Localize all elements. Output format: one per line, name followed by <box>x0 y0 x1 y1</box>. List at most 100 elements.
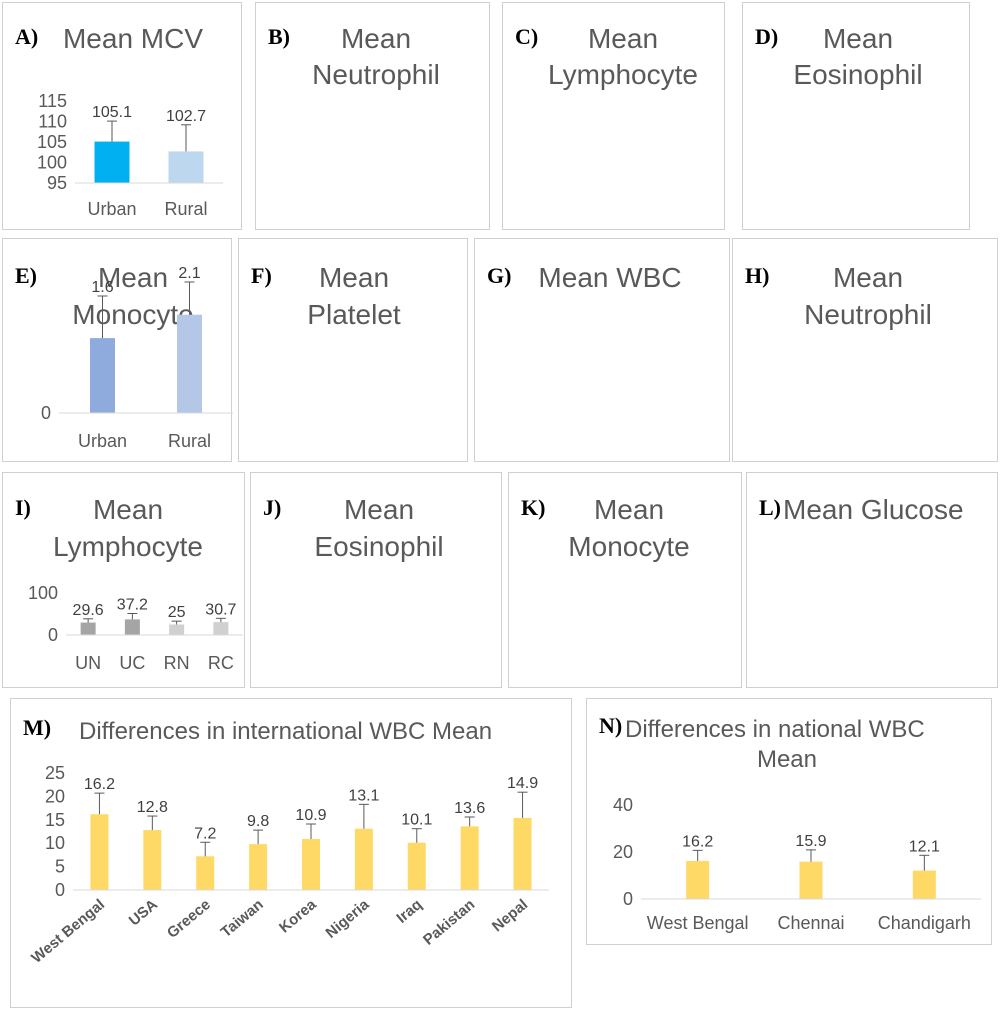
data-label: 10.1 <box>401 812 432 829</box>
panel-label: I) <box>15 495 31 520</box>
data-label: 37.2 <box>117 596 148 613</box>
panel-label: D) <box>755 24 778 49</box>
chart-title: Mean <box>98 262 168 293</box>
y-tick-label: 5 <box>55 857 65 877</box>
bar <box>177 314 202 413</box>
chart-title: Mean MCV <box>63 23 203 54</box>
panel-label: G) <box>487 263 511 288</box>
bar <box>213 622 229 635</box>
chart-title: Eosinophil <box>793 59 922 90</box>
chart-title: Neutrophil <box>312 59 440 90</box>
chart-panel-g: G)Mean WBC0204016.5UN15.6UC15.4RN17.1RC <box>474 238 730 462</box>
x-tick-label: Rural <box>164 199 207 219</box>
chart-svg: M) Differences in international WBC Mean 0… <box>23 715 549 967</box>
bar <box>90 338 115 413</box>
bar <box>90 814 109 890</box>
chart-svg: B)MeanNeutrophil010060Urban66.3Rural <box>268 23 440 90</box>
y-tick-label: 25 <box>45 763 65 783</box>
x-tick-label: RN <box>164 653 190 673</box>
x-tick-label: RC <box>208 653 234 673</box>
chart-title: Mean <box>594 494 664 525</box>
y-tick-label: 0 <box>48 625 58 645</box>
data-label: 1.6 <box>91 279 113 296</box>
chart-svg: H)MeanNeutrophil010063.3UN56.9UC66.8RN63… <box>745 262 932 330</box>
chart-panel-i: I) Mean Lymphocyte 0 100 29.6 UN 37.2 UC 25 RN 30.7… <box>2 472 245 688</box>
chart-title: Lymphocyte <box>548 59 698 90</box>
x-tick-label: UC <box>119 653 145 673</box>
bar <box>249 844 268 890</box>
panel-label: N) <box>599 713 622 738</box>
chart-title: Monocyte <box>568 531 689 562</box>
bar <box>686 860 710 899</box>
chart-title: Mean <box>344 494 414 525</box>
x-tick-label: Chandigarh <box>878 913 971 933</box>
chart-title: Eosinophil <box>314 531 443 562</box>
chart-title: Platelet <box>307 299 401 330</box>
x-tick-label: Iraq <box>393 896 425 927</box>
data-label: 105.1 <box>92 104 132 121</box>
data-label: 25 <box>168 604 186 621</box>
chart-panel-b: B)MeanNeutrophil010060Urban66.3Rural <box>255 2 490 230</box>
panel-label: H) <box>745 263 769 288</box>
x-tick-label: Taiwan <box>218 896 267 941</box>
chart-title: Mean <box>93 494 163 525</box>
panel-label: C) <box>515 24 538 49</box>
panel-label: L) <box>759 495 781 520</box>
bar <box>799 861 823 899</box>
bar <box>460 826 479 890</box>
panel-label: A) <box>15 24 38 49</box>
chart-title: Mean <box>757 746 817 773</box>
panel-label: F) <box>251 263 272 288</box>
chart-title: Monocyte <box>72 299 193 330</box>
bar <box>168 151 204 183</box>
chart-panel-m: M) Differences in international WBC Mean 0… <box>10 698 572 1008</box>
chart-title: Mean Glucose <box>783 494 964 525</box>
bar <box>302 838 320 890</box>
chart-svg: N) Differences in national WBC Mean 0 20 40 16… <box>599 713 981 933</box>
chart-title: Mean <box>833 262 903 293</box>
panel-label: M) <box>23 715 51 740</box>
chart-title: Mean <box>319 262 389 293</box>
y-tick-label: 0 <box>41 403 51 423</box>
bar <box>80 622 96 635</box>
chart-title: Lymphocyte <box>53 531 203 562</box>
data-label: 102.7 <box>166 108 206 125</box>
chart-title: Mean <box>823 23 893 54</box>
bar <box>124 619 140 635</box>
data-label: 14.9 <box>507 775 538 792</box>
data-label: 12.8 <box>137 799 168 816</box>
chart-title: Mean <box>588 23 658 54</box>
chart-svg: G)Mean WBC0204016.5UN15.6UC15.4RN17.1RC <box>487 262 682 293</box>
chart-title: Differences in national WBC <box>625 716 925 743</box>
chart-title: Mean WBC <box>538 262 681 293</box>
data-label: 13.1 <box>348 787 379 804</box>
bar <box>196 856 215 890</box>
chart-svg: C)MeanLymphocyte010033.6Urban26.8Rural <box>515 23 698 90</box>
x-tick-label: Urban <box>78 431 127 451</box>
chart-title: Mean <box>341 23 411 54</box>
x-tick-label: West Bengal <box>28 896 108 967</box>
chart-panel-l: L)Mean Glucose010020080.6UN72.7UC72.5RN6… <box>746 472 998 688</box>
x-tick-label: West Bengal <box>647 913 749 933</box>
bar <box>143 830 162 890</box>
x-tick-label: UN <box>75 653 101 673</box>
y-tick-label: 10 <box>45 833 65 853</box>
y-tick-label: 0 <box>55 880 65 900</box>
bar <box>354 828 373 890</box>
bar <box>94 141 130 183</box>
data-label: 16.2 <box>682 833 713 850</box>
y-tick-label: 105 <box>37 132 67 152</box>
chart-title: Neutrophil <box>804 299 932 330</box>
y-tick-label: 40 <box>613 795 633 815</box>
bar <box>169 624 185 635</box>
data-label: 2.1 <box>178 265 200 282</box>
bar <box>407 842 426 890</box>
chart-svg: I) Mean Lymphocyte 0 100 29.6 UN 37.2 UC 25 RN 30.7… <box>15 494 243 673</box>
panel-label: J) <box>263 495 281 520</box>
panel-label: B) <box>268 24 290 49</box>
x-tick-label: Nigeria <box>323 896 373 942</box>
data-label: 7.2 <box>194 825 216 842</box>
